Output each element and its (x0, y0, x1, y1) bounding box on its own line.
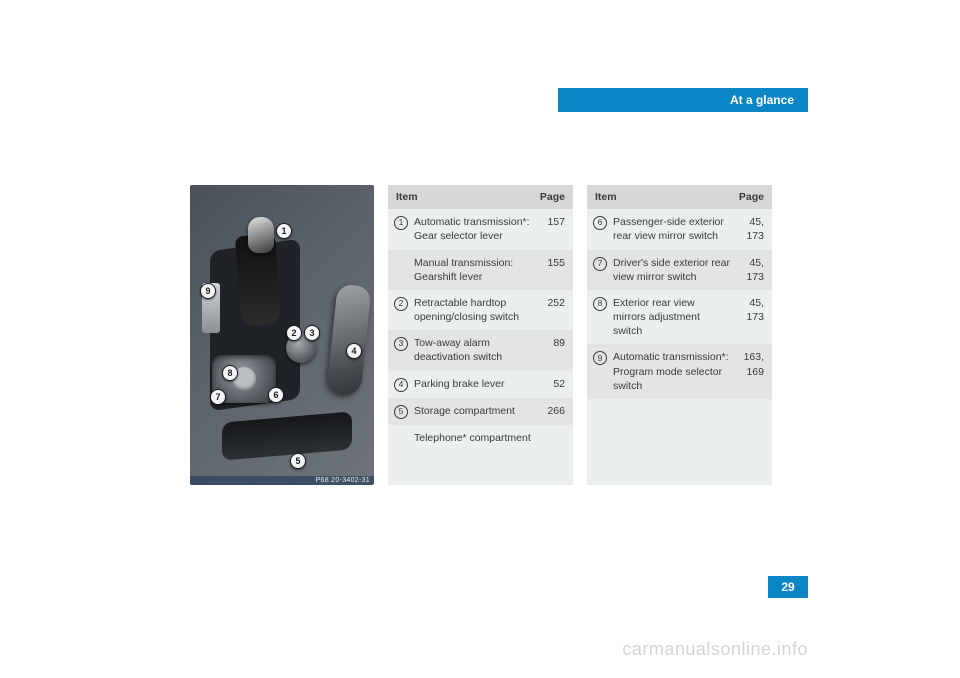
item-description: Driver's side exterior rear view mirror … (613, 256, 730, 284)
item-page: 45, 173 (736, 256, 764, 284)
col-page-label: Page (540, 190, 565, 204)
storage-slot-shape (222, 411, 352, 460)
table-row: 8 Exterior rear view mirrors adjustment s… (587, 290, 772, 345)
item-page: 45, 173 (736, 296, 764, 324)
callout-4: 4 (346, 343, 362, 359)
item-page: 52 (537, 377, 565, 391)
table-header: Item Page (388, 185, 573, 209)
section-title: At a glance (730, 93, 794, 107)
item-page: 163, 169 (736, 350, 764, 378)
item-page: 89 (537, 336, 565, 350)
item-description: Telephone* compartment (414, 431, 531, 445)
table-row: 4 Parking brake lever 52 (388, 371, 573, 398)
table-body: 1 Automatic transmission*: Gear selector … (388, 209, 573, 451)
callout-9: 9 (200, 283, 216, 299)
table-row: 7 Driver's side exterior rear view mirror… (587, 250, 772, 290)
callout-1: 1 (276, 223, 292, 239)
page-content: 123456789 P68.20-3402-31 Item Page 1Auto… (190, 185, 772, 485)
item-description: Tow-away alarm deactivation switch (414, 336, 531, 364)
item-page: 45, 173 (736, 215, 764, 243)
item-description: Parking brake lever (414, 377, 531, 391)
item-number: 5 (394, 405, 408, 419)
item-number: 2 (394, 297, 408, 311)
item-description: Automatic transmission*: Gear selector l… (414, 215, 531, 243)
center-console-figure: 123456789 P68.20-3402-31 (190, 185, 374, 485)
callout-5: 5 (290, 453, 306, 469)
item-description: Exterior rear view mirrors adjustment sw… (613, 296, 730, 339)
item-number: 8 (593, 297, 607, 311)
items-table-left: Item Page 1 Automatic transmission*: Gear… (388, 185, 573, 485)
table-row: Manual transmission: Gearshift lever 155 (388, 250, 573, 290)
table-row: 3 Tow-away alarm deactivation switch 89 (388, 330, 573, 370)
item-description: Retractable hardtop opening/closing swit… (414, 296, 531, 324)
item-number: 6 (593, 216, 607, 230)
item-number: 3 (394, 337, 408, 351)
col-item-label: Item (595, 190, 617, 204)
col-page-label: Page (739, 190, 764, 204)
section-header: At a glance (558, 88, 808, 112)
table-body: 6 Passenger-side exterior rear view mirro… (587, 209, 772, 399)
item-page: 266 (537, 404, 565, 418)
item-page: 157 (537, 215, 565, 229)
callout-6: 6 (268, 387, 284, 403)
table-row: 1 Automatic transmission*: Gear selector … (388, 209, 573, 249)
item-number (394, 257, 408, 271)
item-description: Passenger-side exterior rear view mirror… (613, 215, 730, 243)
table-row: 9 Automatic transmission*: Program mode s… (587, 344, 772, 399)
table-row: 5 Storage compartment 266 (388, 398, 573, 425)
callout-2: 2 (286, 325, 302, 341)
item-number: 1 (394, 216, 408, 230)
callout-8: 8 (222, 365, 238, 381)
item-number (394, 432, 408, 446)
shifter-knob-shape (248, 217, 274, 253)
table-row: 2 Retractable hardtop opening/closing swi… (388, 290, 573, 330)
items-table-right: Item Page 6 Passenger-side exterior rear … (587, 185, 772, 485)
item-number: 4 (394, 378, 408, 392)
page-number-value: 29 (781, 580, 794, 594)
handbrake-shape (326, 284, 371, 397)
col-item-label: Item (396, 190, 418, 204)
watermark: carmanualsonline.info (622, 639, 808, 660)
item-description: Automatic transmission*: Program mode se… (613, 350, 730, 393)
item-page: 252 (537, 296, 565, 310)
item-number: 9 (593, 351, 607, 365)
table-header: Item Page (587, 185, 772, 209)
callout-7: 7 (210, 389, 226, 405)
photo-credit: P68.20-3402-31 (190, 476, 374, 485)
callout-3: 3 (304, 325, 320, 341)
table-row: Telephone* compartment (388, 425, 573, 452)
item-description: Storage compartment (414, 404, 531, 418)
table-row: 6 Passenger-side exterior rear view mirro… (587, 209, 772, 249)
item-page: 155 (537, 256, 565, 270)
item-description: Manual transmission: Gearshift lever (414, 256, 531, 284)
item-number: 7 (593, 257, 607, 271)
page-number: 29 (768, 576, 808, 598)
